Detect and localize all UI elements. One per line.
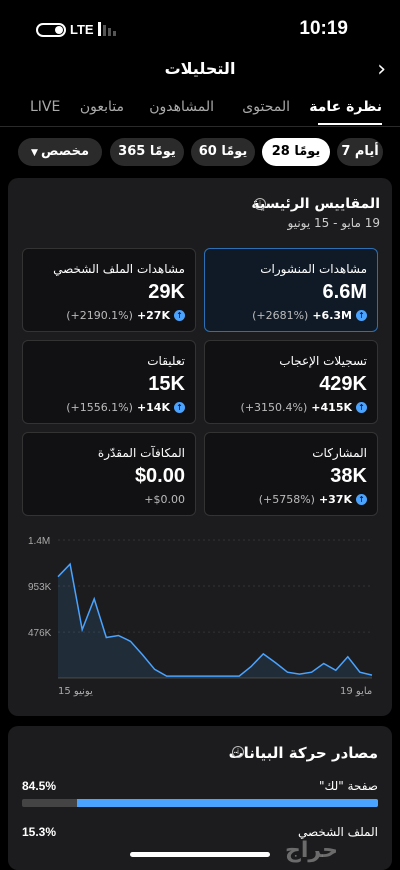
traffic-source-pct: 84.5%: [22, 779, 57, 793]
signal-icon: [98, 22, 116, 36]
date-range: 19 مايو - 15 يونيو: [287, 216, 380, 230]
metric-delta: +14K: [136, 401, 170, 414]
tab-indicator: [318, 123, 382, 125]
metric-value: $0.00: [134, 465, 185, 487]
status-bar: LTE 10:19: [0, 0, 400, 50]
info-icon[interactable]: i: [254, 198, 266, 210]
x-tick-label-end: 15 يونيو: [58, 686, 93, 697]
range-chip-365d[interactable]: 365 يومًا: [110, 138, 184, 166]
traffic-source-bar: [22, 799, 378, 807]
tab-bar: نظرة عامة المحتوى المشاهدون متابعون LIVE: [0, 95, 400, 127]
x-tick-label-start: 19 مايو: [340, 686, 372, 697]
arrow-up-icon: ↑: [356, 494, 367, 505]
metric-delta: +$0.00: [144, 493, 185, 506]
chevron-right-icon[interactable]: ›: [377, 57, 386, 82]
metric-pct: (+2681%): [252, 309, 309, 322]
post-views-chart: 1.4M 953K 476K 15 يونيو 19 مايو: [28, 536, 373, 697]
traffic-source-pct: 15.3%: [22, 825, 57, 839]
metric-pct: (+3150.4%): [240, 401, 308, 414]
metric-change: (+2681%) +6.3M ↑: [252, 309, 367, 322]
arrow-up-icon: ↑: [356, 310, 367, 321]
tab-content[interactable]: المحتوى: [242, 99, 290, 115]
metric-change: (+1556.1%) +14K ↑: [66, 401, 185, 414]
tab-live[interactable]: LIVE: [30, 99, 61, 115]
metric-profile-views[interactable]: مشاهدات الملف الشخصي 29K (+2190.1%) +27K ↑: [22, 248, 196, 332]
chart-area-fill: [58, 564, 372, 678]
y-tick-label: 476K: [28, 628, 52, 639]
arrow-up-icon: ↑: [356, 402, 367, 413]
tab-followers[interactable]: متابعون: [79, 99, 124, 115]
chevron-down-icon: ▼: [30, 148, 42, 158]
arrow-up-icon: ↑: [174, 402, 185, 413]
nav-header: التحليلات ›: [0, 55, 400, 85]
y-tick-label: 953K: [28, 582, 52, 593]
metric-label: مشاهدات الملف الشخصي: [53, 262, 185, 276]
metric-pct: (+1556.1%): [66, 401, 133, 414]
metric-pct: (+2190.1%): [66, 309, 133, 322]
metric-value: 29K: [148, 281, 185, 303]
metric-estimated-rewards[interactable]: المكافآت المقدّرة $0.00 +$0.00: [22, 432, 196, 516]
metric-shares[interactable]: المشاركات 38K (+5758%) +37K ↑: [204, 432, 378, 516]
range-chip-7d[interactable]: 7 أيام: [337, 138, 383, 166]
metric-delta: +37K: [318, 493, 352, 506]
traffic-source-bar-fill: [77, 799, 378, 807]
metric-delta: +6.3M: [312, 309, 352, 322]
metric-label: المكافآت المقدّرة: [97, 446, 185, 460]
range-chip-custom[interactable]: ▼ مخصص: [18, 138, 102, 166]
metric-delta: +27K: [136, 309, 170, 322]
tab-overview[interactable]: نظرة عامة: [309, 99, 382, 115]
arrow-up-icon: ↑: [174, 310, 185, 321]
range-chip-custom-label: مخصص: [41, 144, 90, 159]
metric-value: 15K: [148, 373, 185, 395]
metric-value: 429K: [319, 373, 367, 395]
traffic-sources-card: [8, 726, 392, 870]
metric-value: 38K: [330, 465, 367, 487]
metric-label: تسجيلات الإعجاب: [279, 354, 367, 368]
home-indicator: [130, 852, 270, 857]
metric-change: (+5758%) +37K ↑: [259, 493, 367, 506]
page-title: التحليلات: [164, 59, 236, 78]
network-label: LTE: [70, 22, 94, 37]
chart-series-line: [57, 562, 373, 677]
info-icon[interactable]: i: [232, 746, 244, 758]
metric-label: مشاهدات المنشورات: [260, 262, 367, 276]
metric-likes[interactable]: تسجيلات الإعجاب 429K (+3150.4%) +415K ↑: [204, 340, 378, 424]
watermark-logo: حراج: [285, 838, 338, 863]
metric-label: المشاركات: [312, 446, 367, 460]
metric-value: 6.6M: [322, 281, 367, 303]
key-metrics-title: المقاييس الرئيسية: [251, 196, 380, 212]
metric-change: +$0.00: [140, 493, 185, 506]
metric-label: تعليقات: [147, 354, 185, 368]
metric-post-views[interactable]: مشاهدات المنشورات 6.6M (+2681%) +6.3M ↑: [204, 248, 378, 332]
status-time: 10:19: [299, 18, 348, 39]
metric-delta: +415K: [311, 401, 352, 414]
metric-pct: (+5758%): [258, 493, 315, 506]
metric-change: (+2190.1%) +27K ↑: [66, 309, 185, 322]
traffic-sources-title: مصادر حركة البيانات: [228, 744, 378, 762]
metric-change: (+3150.4%) +415K ↑: [241, 401, 367, 414]
traffic-source-label: الملف الشخصي: [298, 825, 378, 839]
toggle-icon: [36, 23, 66, 37]
tab-viewers[interactable]: المشاهدون: [149, 99, 214, 115]
traffic-source-label: صفحة "لك": [318, 779, 378, 793]
range-chip-60d[interactable]: 60 يومًا: [191, 138, 255, 166]
range-chip-28d[interactable]: 28 يومًا: [262, 138, 330, 166]
metric-comments[interactable]: تعليقات 15K (+1556.1%) +14K ↑: [22, 340, 196, 424]
y-tick-label: 1.4M: [28, 536, 50, 547]
